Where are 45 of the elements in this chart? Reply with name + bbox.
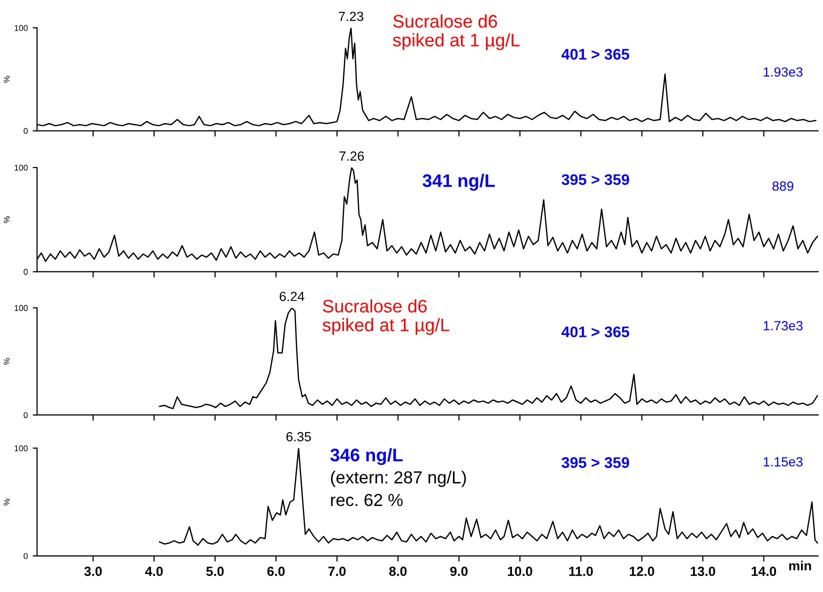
y-tick-label: 0 [24,268,28,275]
annotation: 6.35 [286,432,311,442]
annotation: Sucralose d6 spiked at 1 µg/L [322,299,450,335]
x-tick-label: 14.0 [752,566,776,576]
line-series [37,28,816,126]
x-tick-label: 12.0 [630,566,654,576]
annotation: 889 [772,181,794,191]
annotation: 341 ng/L [422,174,495,191]
annotation: 1.15e3 [764,457,803,466]
y-tick-label: 100 [14,25,28,31]
annotation: 346 ng/L [330,448,403,466]
x-tick-label: 11.0 [569,566,593,576]
annotation: 7.23 [338,12,364,22]
x-tick-label: 6.0 [267,566,285,576]
annotation: 6.24 [280,292,304,302]
y-tick-label: 100 [14,305,28,311]
y-axis-title: % [4,76,10,83]
y-axis-title: % [4,358,10,365]
annotation: 7.26 [339,151,364,161]
x-tick-label: 4.0 [145,566,163,576]
annotation: 1.93e3 [764,67,803,77]
y-tick-label: 0 [24,412,28,418]
annotation: (extern: 287 ng/L) [330,470,466,487]
y-tick-label: 100 [14,164,28,171]
x-tick-label: 13.0 [690,566,716,576]
y-tick-label: 0 [24,128,28,134]
annotation: Sucralose d6 spiked at 1 µg/L [392,14,520,50]
y-axis-title: % [4,498,10,506]
y-axis-title: % [4,216,10,224]
line-series [158,448,818,546]
x-axis-title: min [789,560,812,570]
x-tick-label: 5.0 [206,566,224,576]
annotation: 395 > 359 [562,174,630,186]
x-tick-label: 9.0 [450,566,468,576]
x-tick-label: 3.0 [84,566,102,576]
x-tick-label: 10.0 [508,566,532,576]
annotation: 1.73e3 [764,321,803,330]
x-tick-label: 7.0 [328,566,346,576]
y-tick-label: 100 [14,445,28,452]
annotation: rec. 62 % [331,494,403,506]
x-tick-label: 8.0 [389,566,407,576]
annotation: 401 > 365 [562,48,630,60]
y-tick-label: 0 [24,553,28,559]
annotation: 395 > 359 [562,457,630,468]
annotation: 401 > 365 [562,326,630,338]
